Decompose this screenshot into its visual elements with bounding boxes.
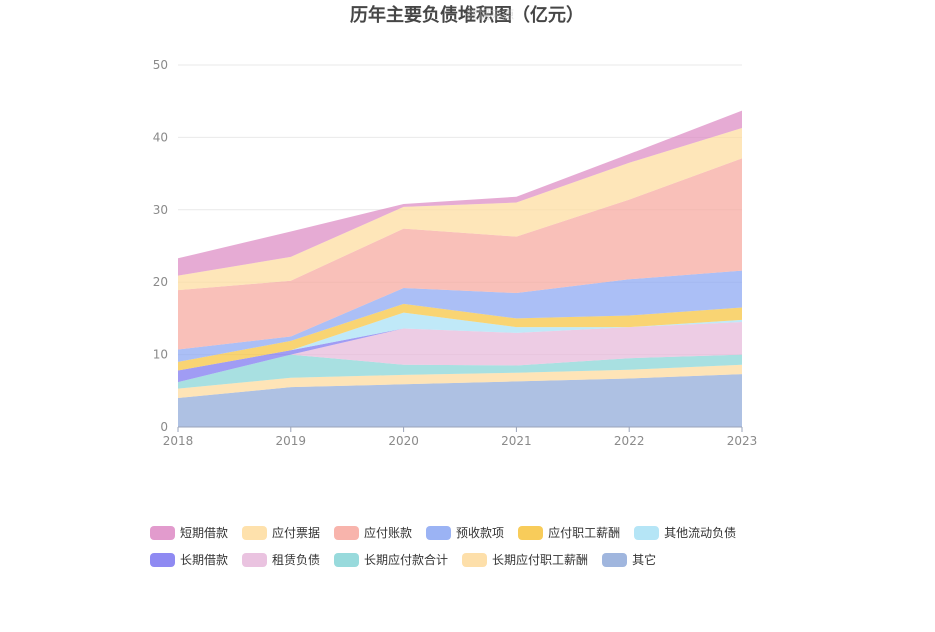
y-tick-label: 20 [153, 275, 168, 289]
legend-label: 短期借款 [180, 526, 229, 540]
legend-item[interactable]: 应付账款 [334, 524, 412, 541]
area-series-layer [178, 110, 742, 427]
x-tick-label: 2022 [614, 434, 645, 448]
legend-label: 其他流动负债 [664, 526, 737, 540]
legend-swatch [518, 525, 544, 540]
area-series [178, 364, 742, 399]
legend-item[interactable]: 长期应付款合计 [334, 551, 448, 568]
area-series [178, 303, 742, 371]
y-tick-label: 50 [153, 58, 168, 72]
legend-swatch [242, 552, 268, 567]
y-tick-label: 40 [153, 130, 168, 144]
y-tick-label: 30 [153, 203, 168, 217]
area-series [178, 322, 742, 383]
legend-item[interactable]: 长期借款 [150, 551, 228, 568]
legend-label: 租赁负债 [272, 553, 321, 567]
legend-swatch [150, 525, 175, 540]
x-tick-label: 2023 [727, 434, 758, 448]
legend-swatch [242, 525, 268, 540]
chart-legend: 短期借款 应付票据 应付账款 预收款项 应付职工薪酬 其他流动负债长期借款 租赁负债 长期应付… [150, 519, 810, 573]
x-tick-label: 2019 [276, 434, 307, 448]
legend-label: 应付账款 [364, 526, 413, 540]
legend-label: 应付票据 [272, 526, 321, 540]
legend-item[interactable]: 租赁负债 [242, 551, 320, 568]
legend-label: 其它 [632, 553, 657, 567]
legend-label: 长期应付款合计 [364, 553, 449, 567]
legend-label: 预收款项 [456, 526, 505, 540]
area-series [178, 127, 742, 291]
x-tick-label: 2020 [388, 434, 419, 448]
legend-item[interactable]: 长期应付职工薪酬 [462, 551, 588, 568]
chart-title: 历年主要负债堆积图（亿元） [350, 4, 584, 26]
area-series [178, 110, 742, 276]
area-series [178, 158, 742, 350]
area-series [178, 322, 742, 383]
legend-row: 短期借款 应付票据 应付账款 预收款项 应付职工薪酬 其他流动负债 [150, 519, 810, 546]
legend-item[interactable]: 预收款项 [426, 524, 504, 541]
legend-item[interactable]: 其他流动负债 [634, 524, 736, 541]
x-tick-label: 2021 [501, 434, 532, 448]
legend-swatch [426, 525, 452, 540]
legend-label: 应付职工薪酬 [548, 526, 621, 540]
axes: 0 10 20 30 40 50 2018 2019 2020 2021 2022 2023 [153, 58, 758, 448]
y-tick-label: 0 [160, 420, 168, 434]
legend-swatch [602, 552, 628, 567]
legend-swatch [634, 525, 660, 540]
legend-item[interactable]: 其它 [602, 551, 656, 568]
legend-row: 长期借款 租赁负债 长期应付款合计 长期应付职工薪酬 其它 [150, 546, 810, 573]
legend-label: 长期借款 [180, 553, 229, 567]
legend-swatch [334, 525, 360, 540]
area-series [178, 354, 742, 389]
area-series [178, 374, 742, 427]
legend-swatch [334, 552, 360, 567]
legend-item[interactable]: 应付职工薪酬 [518, 524, 620, 541]
legend-swatch [462, 552, 488, 567]
x-tick-label: 2018 [163, 434, 194, 448]
watermark: 数据来源 [466, 7, 514, 22]
legend-item[interactable]: 短期借款 [150, 524, 228, 541]
legend-item[interactable]: 应付票据 [242, 524, 320, 541]
area-series [178, 270, 742, 362]
legend-label: 长期应付职工薪酬 [492, 553, 589, 567]
legend-swatch [150, 552, 175, 567]
y-tick-label: 10 [153, 348, 168, 362]
